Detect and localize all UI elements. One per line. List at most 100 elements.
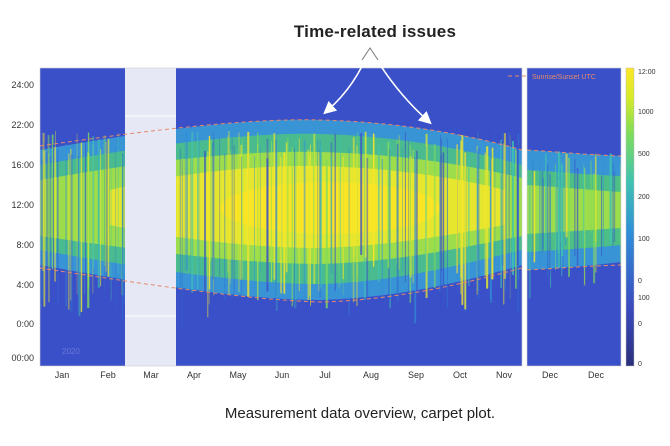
- data-stripe: [556, 169, 559, 265]
- data-stripe: [542, 178, 544, 250]
- data-stripe: [47, 135, 50, 267]
- data-stripe: [516, 144, 519, 266]
- data-stripe: [387, 141, 390, 269]
- data-stripe: [396, 143, 399, 302]
- data-stripe: [609, 153, 612, 245]
- month-label: May: [229, 370, 247, 380]
- month-label: Aug: [363, 370, 379, 380]
- data-stripe: [54, 146, 56, 282]
- data-stripe: [601, 175, 602, 256]
- data-stripe: [318, 153, 320, 292]
- data-stripe: [233, 145, 235, 299]
- colorbar-label: 200: [638, 194, 650, 201]
- data-stripe: [286, 137, 289, 264]
- data-stripe: [40, 147, 42, 310]
- data-stripe: [224, 153, 226, 301]
- data-stripes: [40, 130, 520, 330]
- data-stripe: [257, 132, 259, 301]
- data-stripe: [320, 146, 323, 289]
- colorbar: 12:00 1000 500 200 100 0 100 0 0: [625, 67, 656, 368]
- data-stripe: [486, 146, 489, 289]
- daylight-band-december: [527, 150, 621, 299]
- data-stripe: [416, 150, 418, 311]
- data-stripe: [213, 147, 215, 296]
- data-stripe: [389, 139, 391, 309]
- data-stripe: [186, 130, 188, 271]
- data-stripe: [402, 147, 403, 272]
- data-stripe: [276, 146, 278, 311]
- data-stripe: [500, 139, 502, 288]
- data-stripe: [52, 144, 54, 274]
- data-stripe: [330, 155, 332, 278]
- figure-caption: Measurement data overview, carpet plot.: [224, 405, 496, 422]
- data-stripe: [381, 158, 383, 299]
- data-stripe: [110, 157, 112, 301]
- data-stripe: [546, 164, 549, 278]
- colorbar-label: 500: [638, 151, 650, 158]
- data-stripe: [257, 143, 259, 300]
- data-stripe: [439, 159, 441, 292]
- data-stripe: [209, 140, 212, 262]
- data-stripe: [494, 132, 496, 286]
- data-stripe: [67, 153, 70, 310]
- data-stripe: [41, 159, 43, 299]
- missing-data-region: [125, 68, 176, 366]
- data-stripe: [456, 144, 458, 274]
- data-stripe: [503, 143, 505, 305]
- data-stripe: [105, 141, 107, 272]
- data-stripe: [49, 155, 52, 281]
- data-stripe: [207, 151, 209, 318]
- data-stripe: [468, 154, 470, 286]
- data-stripe: [515, 149, 517, 289]
- data-stripe: [57, 149, 59, 314]
- data-stripe: [364, 131, 367, 258]
- data-stripe: [317, 139, 319, 264]
- data-stripe: [334, 133, 336, 291]
- data-stripe: [464, 152, 467, 310]
- data-stripe: [583, 164, 585, 245]
- data-stripe: [213, 132, 214, 259]
- data-stripe: [433, 143, 436, 288]
- data-stripe: [319, 149, 322, 298]
- y-tick-label: 00:00: [11, 353, 34, 363]
- data-stripe: [360, 133, 363, 255]
- data-stripe: [184, 132, 187, 272]
- data-stripe: [340, 137, 341, 286]
- data-stripe: [342, 154, 344, 295]
- annotation-title: Time-related issues: [293, 22, 457, 41]
- data-stripe: [84, 143, 85, 295]
- data-stripe: [325, 159, 328, 309]
- legend: Sunrise/Sunset UTC: [508, 74, 596, 81]
- data-stripe: [281, 134, 283, 260]
- data-stripe: [348, 146, 350, 316]
- data-stripe: [283, 152, 286, 294]
- data-stripe: [414, 157, 417, 324]
- data-stripe: [446, 138, 448, 308]
- data-stripe: [461, 135, 464, 305]
- data-stripe: [568, 157, 570, 277]
- data-stripe: [404, 132, 406, 283]
- data-stripe: [366, 157, 369, 319]
- data-stripe: [440, 155, 442, 318]
- data-stripe: [241, 156, 242, 299]
- data-stripe: [511, 141, 514, 275]
- data-stripe: [412, 149, 414, 284]
- data-stripe: [342, 156, 344, 280]
- data-stripe: [97, 139, 100, 288]
- data-stripe: [619, 164, 621, 266]
- y-tick-label: 8:00: [16, 240, 34, 250]
- data-stripe: [309, 154, 311, 297]
- data-stripe: [576, 168, 579, 279]
- data-stripe: [313, 135, 315, 264]
- data-stripe: [425, 134, 428, 298]
- data-stripe: [273, 133, 276, 280]
- colorbar-label: 100: [638, 236, 650, 243]
- data-stripe: [181, 160, 183, 330]
- data-stripe: [528, 179, 531, 299]
- data-stripe: [313, 133, 316, 285]
- data-stripe: [590, 160, 592, 233]
- data-stripe: [213, 137, 215, 296]
- colorbar-label: 0: [638, 278, 642, 285]
- data-stripe: [65, 143, 67, 307]
